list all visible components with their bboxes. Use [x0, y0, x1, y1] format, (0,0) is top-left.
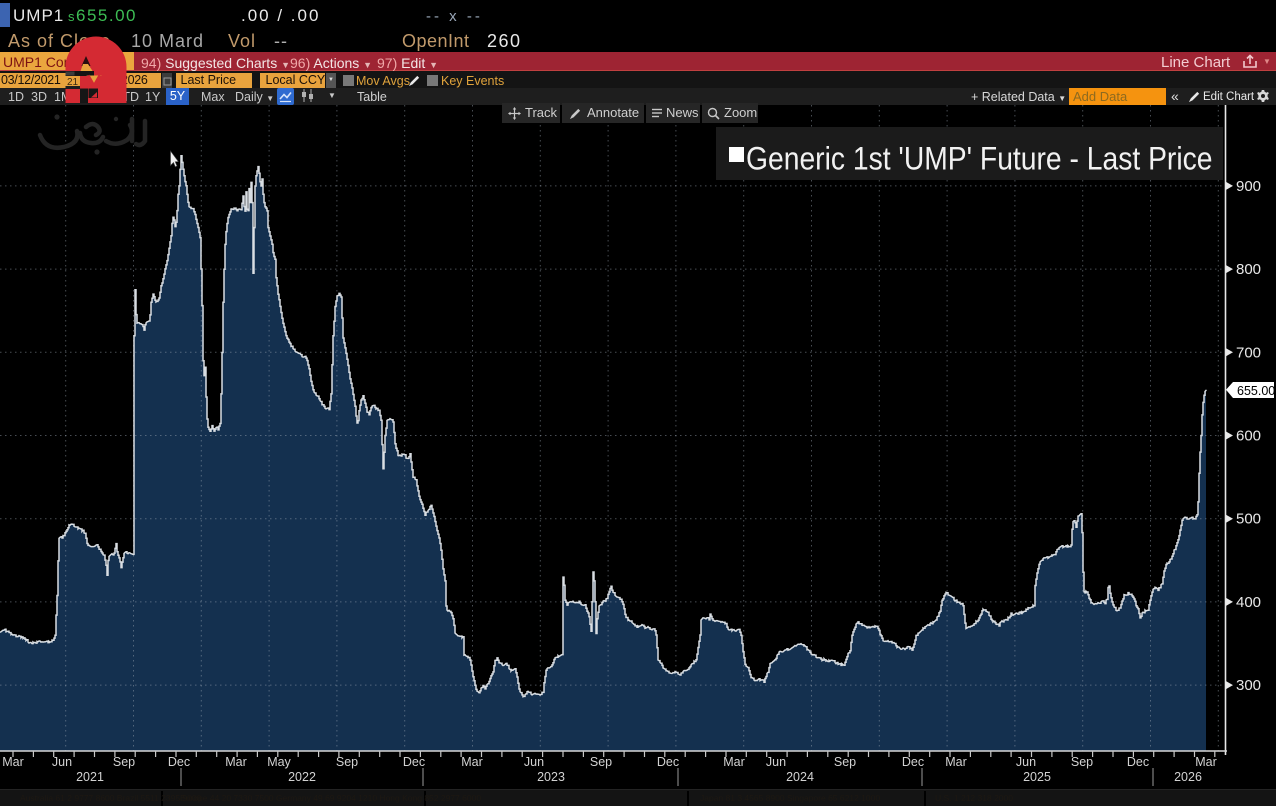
svg-text:Mar: Mar — [225, 755, 247, 769]
svg-text:Mar: Mar — [723, 755, 745, 769]
svg-text:Mar: Mar — [945, 755, 967, 769]
svg-text:21: 21 — [67, 77, 79, 88]
svg-text:655.00: 655.00 — [1237, 384, 1275, 398]
svg-text:Australia 61 2 9777 8600 Braz: Australia 61 2 9777 8600 Brazil 5511 239… — [20, 793, 202, 803]
svg-text:Jun: Jun — [524, 755, 544, 769]
svg-text:Jun: Jun — [1016, 755, 1036, 769]
svg-text:600: 600 — [1236, 428, 1261, 445]
svg-text:800: 800 — [1236, 261, 1261, 278]
svg-text:2026: 2026 — [1174, 770, 1202, 784]
svg-text:2024: 2024 — [786, 770, 814, 784]
svg-text:May: May — [267, 755, 291, 769]
svg-text:Europe 44 20 7330 7500 German: Europe 44 20 7330 7500 Germany 49 69 920… — [180, 793, 481, 803]
svg-text:Dec: Dec — [657, 755, 679, 769]
svg-text:Jun: Jun — [52, 755, 72, 769]
svg-text:2023: 2023 — [537, 770, 565, 784]
svg-text:Generic 1st 'UMP' Future - Las: Generic 1st 'UMP' Future - Last Price — [746, 142, 1212, 177]
svg-text:Dec: Dec — [168, 755, 190, 769]
svg-text:500: 500 — [1236, 511, 1261, 528]
svg-text:Dec: Dec — [902, 755, 924, 769]
svg-text:Jun: Jun — [766, 755, 786, 769]
svg-text:Sep: Sep — [1071, 755, 1093, 769]
svg-text:2021: 2021 — [76, 770, 104, 784]
svg-text:2022: 2022 — [288, 770, 316, 784]
svg-text:Mar: Mar — [2, 755, 24, 769]
svg-text:700: 700 — [1236, 344, 1261, 361]
svg-text:Mar: Mar — [461, 755, 483, 769]
svg-text:Sep: Sep — [336, 755, 358, 769]
svg-text:Japan 81 3 4565 8900 Singapor: Japan 81 3 4565 8900 Singapore 65 6212 1… — [700, 793, 880, 803]
svg-text:900: 900 — [1236, 178, 1261, 195]
svg-text:2025: 2025 — [1023, 770, 1051, 784]
svg-text:Dec: Dec — [403, 755, 425, 769]
svg-text:Sep: Sep — [834, 755, 856, 769]
svg-text:Sep: Sep — [590, 755, 612, 769]
svg-text:Mar: Mar — [1195, 755, 1217, 769]
svg-text:300: 300 — [1236, 677, 1261, 694]
svg-text:Dec: Dec — [1127, 755, 1149, 769]
svg-text:Sep: Sep — [113, 755, 135, 769]
svg-text:400: 400 — [1236, 594, 1261, 611]
svg-text:U.S. 1 212 318 2000: U.S. 1 212 318 2000 — [935, 793, 1013, 803]
